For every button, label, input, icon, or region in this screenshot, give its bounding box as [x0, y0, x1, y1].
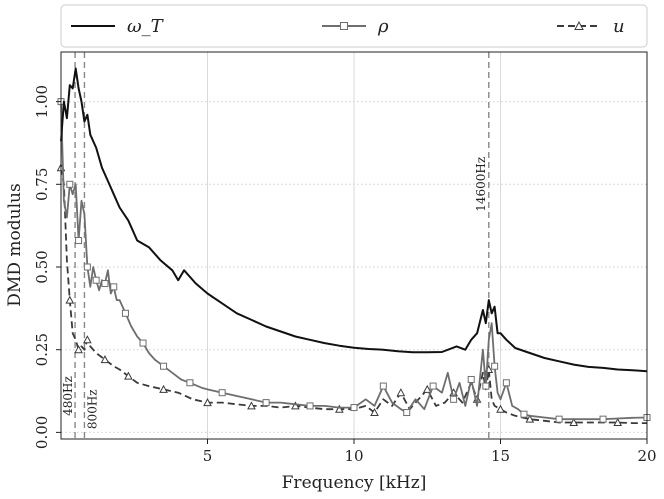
data-point [159, 384, 168, 393]
data-point [569, 417, 579, 426]
y-tick-label: 0.00 [33, 416, 51, 449]
data-point [482, 382, 490, 390]
y-tick-label: 1.00 [33, 85, 51, 118]
data-point [555, 415, 563, 423]
data-point [75, 237, 83, 245]
y-tick-label: 0.25 [33, 333, 51, 366]
data-point [92, 276, 100, 284]
data-point [467, 375, 475, 383]
data-point [121, 309, 129, 317]
data-point [100, 355, 110, 364]
series-0 [60, 67, 648, 373]
data-point [74, 345, 83, 354]
data-point [306, 402, 314, 410]
data-point [203, 398, 212, 407]
data-point [83, 263, 91, 271]
data-point [491, 362, 499, 370]
y-tick-label: 0.50 [33, 250, 51, 283]
data-point [520, 410, 528, 418]
x-tick-label: 5 [203, 447, 213, 465]
reference-line-label: 800Hz [85, 389, 99, 429]
legend: ω_T ρ u [60, 4, 648, 48]
data-point [124, 371, 133, 380]
data-point [139, 339, 147, 347]
legend-label: ρ [377, 16, 389, 37]
x-tick-label: 15 [491, 447, 510, 465]
data-point [379, 382, 387, 390]
grid [61, 52, 647, 439]
legend-label: u [613, 16, 625, 37]
data-point [599, 415, 607, 423]
y-axis-title: DMD modulus [5, 183, 25, 306]
legend-entry-1: ρ [322, 16, 389, 37]
x-tick-label: 20 [637, 447, 656, 465]
reference-line-label: 14600Hz [474, 157, 488, 212]
x-tick-label: 10 [344, 447, 363, 465]
data-point [186, 379, 194, 387]
data-point [83, 335, 92, 344]
data-point [450, 395, 458, 403]
data-point [496, 404, 505, 413]
legend-entry-2: u [557, 16, 625, 37]
x-axis-title: Frequency [kHz] [282, 473, 427, 493]
data-point [396, 388, 406, 397]
data-point [66, 180, 74, 188]
data-point [429, 382, 437, 390]
data-point [370, 407, 379, 417]
data-point [422, 384, 432, 393]
data-point [403, 409, 411, 417]
data-point [247, 401, 256, 410]
reference-lines: 480Hz 800Hz 14600Hz [61, 52, 490, 439]
legend-marker [340, 22, 348, 30]
data-point [160, 362, 168, 370]
data-point [613, 417, 623, 426]
series-layer [56, 67, 651, 426]
data-point [502, 379, 510, 387]
legend-entry-0: ω_T [71, 16, 165, 37]
data-point [65, 295, 75, 304]
legend-marker [574, 20, 584, 30]
data-point [525, 414, 535, 423]
data-point [262, 399, 270, 407]
data-point [335, 404, 344, 413]
reference-line-label: 480Hz [61, 376, 75, 416]
data-point [291, 401, 300, 410]
data-point [350, 404, 358, 412]
series-1 [57, 98, 651, 423]
data-point [110, 283, 118, 291]
data-point [101, 280, 109, 288]
series-line [60, 67, 648, 373]
legend-label: ω_T [127, 16, 165, 37]
y-tick-label: 0.75 [33, 168, 51, 201]
data-point [218, 389, 226, 397]
ticks: 5 10 15 20 0.00 0.25 0.50 0.75 1.00 [33, 85, 657, 465]
